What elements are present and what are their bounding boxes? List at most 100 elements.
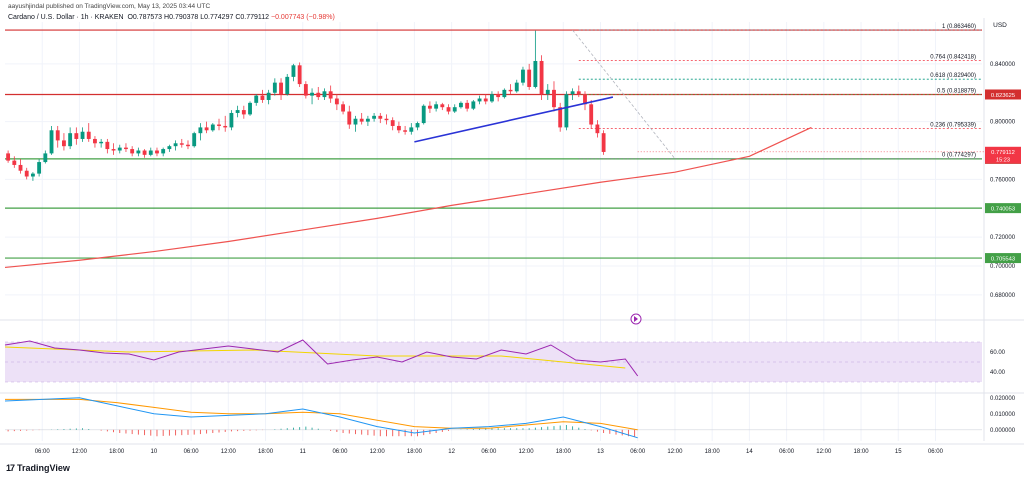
candle — [409, 123, 414, 135]
candle — [130, 146, 135, 157]
price-axis-tick-label: 0.760000 — [990, 177, 1016, 183]
candle — [583, 91, 587, 111]
candle — [514, 79, 519, 93]
candle-body — [322, 91, 327, 98]
candle — [496, 91, 501, 102]
candle-body — [539, 60, 544, 95]
fib-level-label: 1 (0.863460) — [942, 24, 976, 30]
candle-body — [545, 89, 550, 95]
candle — [111, 143, 116, 155]
candle — [310, 88, 314, 105]
candle — [223, 115, 228, 132]
ohlc-open: O0.787573 — [127, 14, 163, 21]
candle-body — [12, 160, 17, 165]
candle-body — [161, 149, 166, 154]
time-axis-tick-label: 18:00 — [407, 449, 423, 455]
candle — [192, 131, 197, 148]
candle-body — [217, 124, 221, 126]
tradingview-logo-text: TradingView — [17, 463, 70, 473]
candle — [254, 94, 259, 106]
moving-average-line — [4, 126, 812, 269]
candle — [589, 99, 594, 129]
candle — [328, 85, 333, 103]
candle — [552, 81, 556, 112]
candle-body — [117, 147, 122, 151]
candle-body — [303, 84, 308, 96]
candle-body — [18, 164, 23, 171]
fib-level-label: 0.764 (0.842418) — [930, 54, 976, 60]
price-axis-tick-label: 0.700000 — [990, 264, 1016, 270]
candle-body — [390, 120, 395, 126]
candle — [179, 138, 184, 148]
candle — [18, 159, 23, 174]
candle-body — [459, 102, 463, 108]
candle — [558, 102, 563, 132]
candle-body — [142, 150, 147, 155]
candle — [322, 88, 327, 100]
candle — [365, 115, 370, 126]
candle — [446, 104, 451, 115]
candle-body — [148, 150, 153, 155]
candle-body — [279, 82, 283, 95]
candle-body — [49, 130, 54, 154]
last-price-tag — [985, 146, 1021, 164]
candle-body — [310, 92, 314, 96]
candle — [37, 159, 42, 177]
candle-body — [403, 130, 408, 132]
candle-body — [266, 92, 271, 100]
fib-diagonal-line — [572, 29, 676, 159]
candle-body — [179, 143, 184, 145]
candle — [521, 66, 525, 86]
candle-body — [558, 107, 563, 128]
time-axis-tick-label: 18:00 — [854, 449, 870, 455]
candle — [30, 172, 35, 181]
candle-body — [130, 149, 135, 154]
candle-body — [328, 91, 333, 99]
alert-icon-glyph — [634, 316, 638, 322]
time-axis-tick-label: 12:00 — [72, 449, 88, 455]
candle — [80, 127, 85, 142]
candle-body — [74, 133, 79, 139]
ohlc-low: L0.774297 — [200, 14, 234, 21]
candle-body — [521, 69, 525, 83]
fib-level-label: 0.618 (0.829400) — [930, 73, 976, 79]
candle-body — [359, 118, 364, 122]
candle — [217, 118, 221, 131]
candle — [316, 86, 321, 100]
candle-body — [396, 125, 401, 131]
candle-body — [111, 149, 116, 151]
candle-body — [496, 94, 501, 98]
resistance-level-price-tag — [985, 89, 1021, 100]
candle-body — [198, 127, 203, 134]
candle-body — [527, 69, 532, 87]
candle — [359, 112, 364, 125]
time-axis-tick-label: 10 — [151, 449, 158, 455]
macd-axis-tick-label: 0.000000 — [990, 428, 1016, 434]
rsi-axis-tick-label: 40.00 — [990, 370, 1006, 376]
tradingview-logo-icon: 17 — [6, 463, 15, 473]
candle — [117, 144, 122, 154]
candle-body — [415, 123, 420, 128]
candle-body — [235, 110, 240, 113]
ohlc-change: −0.007743 (−0.98%) — [271, 14, 335, 21]
candle — [396, 121, 401, 134]
candle — [421, 104, 426, 125]
support-level-price-label: 0.705543 — [991, 257, 1015, 263]
symbol-name[interactable]: Cardano / U.S. Dollar · 1h · KRAKEN — [8, 14, 124, 21]
candle — [12, 156, 17, 168]
candle — [303, 81, 308, 99]
candle-body — [334, 98, 339, 105]
candle — [6, 150, 11, 163]
tradingview-logo[interactable]: 17 TradingView — [6, 463, 70, 473]
price-axis-tick-label: 0.800000 — [990, 120, 1016, 126]
candle — [434, 101, 439, 112]
candle-body — [434, 104, 439, 109]
macd-axis-tick-label: 0.010000 — [990, 412, 1016, 418]
candle — [508, 84, 513, 95]
candle-body — [601, 133, 606, 152]
candle-body — [465, 102, 470, 109]
ohlc-close: C0.779112 — [235, 14, 270, 21]
candle — [161, 147, 166, 157]
candle — [465, 99, 470, 112]
